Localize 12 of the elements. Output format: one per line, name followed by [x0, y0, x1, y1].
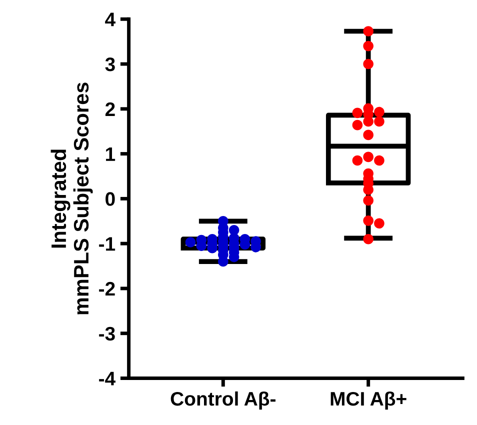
- y-tick-label: 3: [105, 57, 115, 72]
- x-tick-label: MCI Aβ+: [330, 391, 406, 410]
- y-tick-label: -3: [99, 326, 115, 341]
- y-tick-label: 1: [106, 147, 116, 161]
- x-tick-label: Control Aβ-: [170, 391, 276, 410]
- y-axis-title: Integrated mmPLS Subject Scores: [50, 82, 93, 314]
- y-tick-label: 0: [106, 192, 115, 206]
- y-tick-label: -4: [99, 372, 116, 386]
- y-tick-label: 4: [105, 12, 116, 26]
- y-tick-label: 2: [105, 102, 115, 116]
- y-tick-label: -1: [99, 237, 116, 251]
- y-tick-label: -2: [99, 282, 115, 296]
